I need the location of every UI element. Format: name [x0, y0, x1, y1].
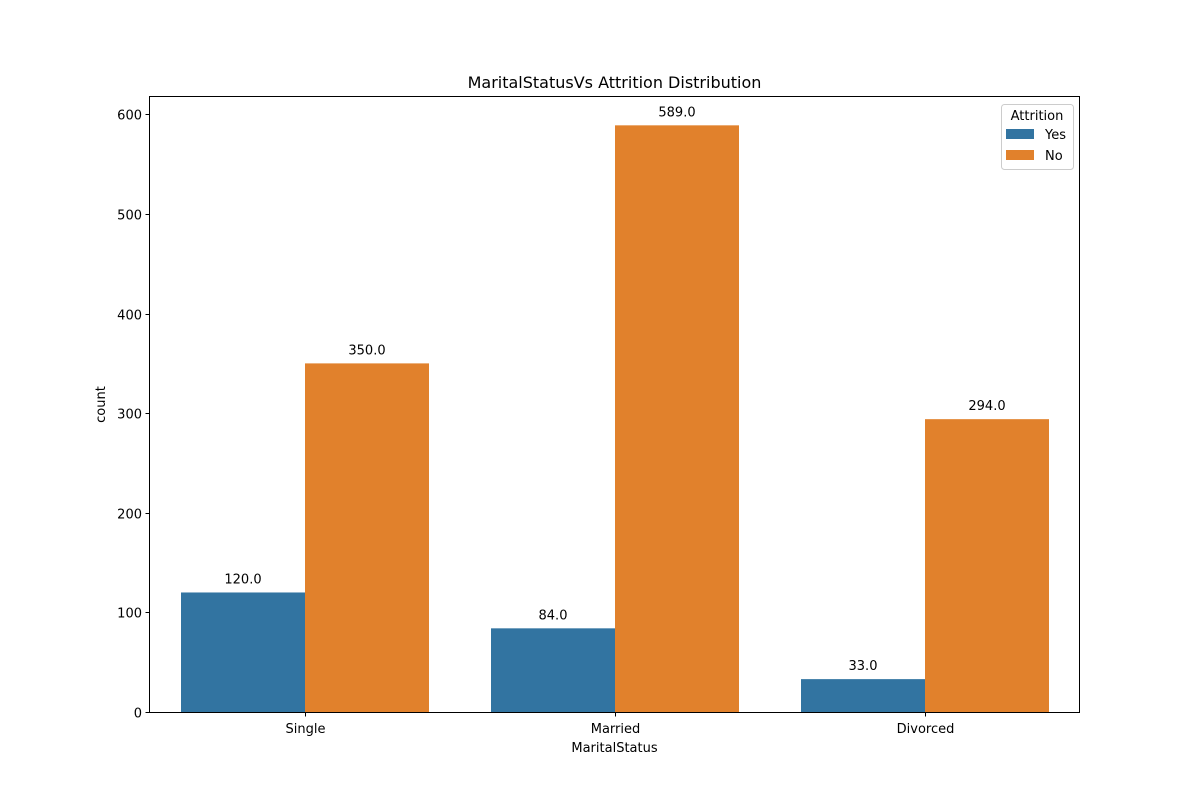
y-tick-label: 600: [117, 109, 142, 124]
legend-label-no: No: [1045, 149, 1063, 164]
chart-title: MaritalStatusVs Attrition Distribution: [468, 73, 762, 92]
value-label-yes-married: 84.0: [539, 608, 568, 623]
y-tick-label: 300: [117, 408, 142, 423]
x-axis-label: MaritalStatus: [571, 741, 657, 756]
value-label-no-married: 589.0: [658, 105, 695, 120]
y-axis: 0 100 200 300 400 500 600: [117, 109, 150, 722]
x-tick-label-single: Single: [286, 722, 326, 737]
bar-yes-single: [181, 592, 305, 712]
y-tick-label: 100: [117, 607, 142, 622]
value-label-no-divorced: 294.0: [968, 399, 1005, 414]
legend-swatch-yes: [1006, 129, 1034, 139]
x-tick-label-married: Married: [591, 722, 641, 737]
legend-swatch-no: [1006, 150, 1034, 160]
bar-no-single: [305, 363, 429, 712]
value-label-yes-divorced: 33.0: [849, 659, 878, 674]
bar-no-married: [615, 125, 739, 713]
value-label-yes-single: 120.0: [224, 572, 261, 587]
bar-yes-married: [491, 628, 615, 712]
y-tick-label: 0: [134, 707, 142, 722]
y-tick-label: 400: [117, 309, 142, 324]
x-axis: Single Married Divorced: [286, 712, 955, 737]
legend-items: Yes No: [1006, 128, 1066, 164]
y-axis-label: count: [94, 386, 109, 423]
value-label-no-single: 350.0: [348, 343, 385, 358]
bar-yes-divorced: [801, 679, 925, 712]
bar-no-divorced: [925, 419, 1049, 712]
y-tick-label: 500: [117, 209, 142, 224]
x-tick-label-divorced: Divorced: [897, 722, 955, 737]
y-tick-label: 200: [117, 508, 142, 523]
legend-title: Attrition: [1011, 109, 1064, 124]
legend: Attrition Yes No: [1001, 104, 1074, 170]
value-labels-layer: 120.0 84.0 33.0 350.0 589.0 294.0: [224, 105, 1005, 674]
plot-frame: [149, 96, 1080, 713]
bars-layer: [181, 125, 1049, 713]
legend-label-yes: Yes: [1044, 128, 1066, 143]
